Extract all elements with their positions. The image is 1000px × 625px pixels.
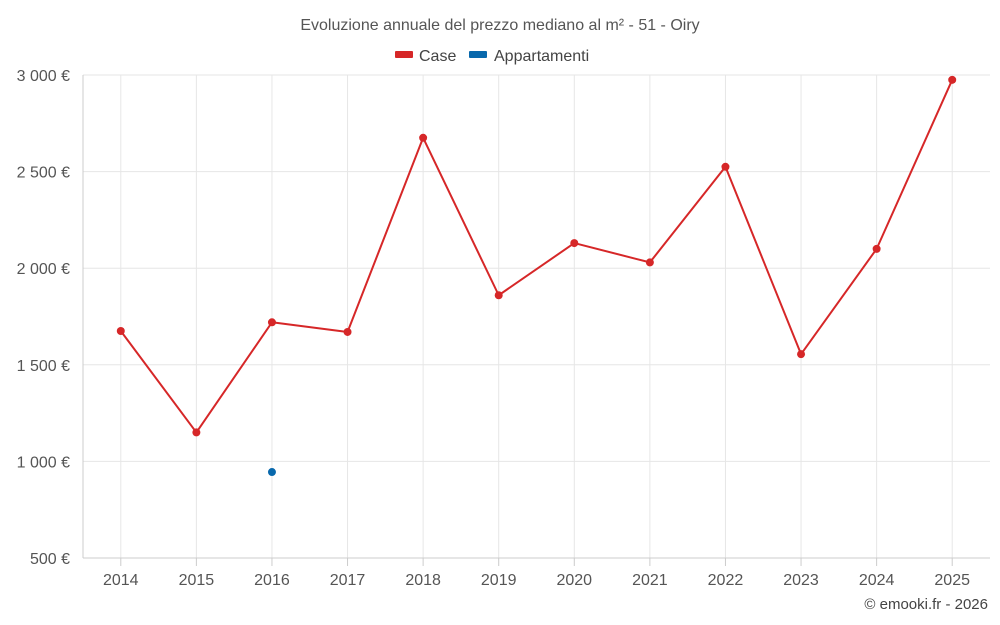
data-point-case[interactable] — [570, 239, 579, 248]
x-tick-label: 2024 — [859, 572, 895, 589]
series — [116, 75, 957, 477]
credit-text: © emooki.fr - 2026 — [864, 596, 988, 613]
x-tick-label: 2021 — [632, 572, 668, 589]
legend-item-case[interactable]: Case — [395, 48, 456, 65]
data-point-case[interactable] — [494, 291, 503, 300]
x-tick-label: 2019 — [481, 572, 517, 589]
data-point-case[interactable] — [872, 244, 881, 253]
grid — [83, 74, 990, 558]
y-tick-label: 1 000 € — [17, 454, 70, 471]
data-point-case[interactable] — [948, 75, 957, 84]
legend-swatch-case — [395, 51, 413, 58]
data-point-case[interactable] — [797, 350, 806, 359]
y-tick-label: 2 000 € — [17, 261, 70, 278]
x-tick-label: 2025 — [934, 572, 970, 589]
legend-swatch-appartamenti — [469, 51, 487, 58]
legend[interactable]: Case Appartamenti — [395, 48, 589, 65]
y-tick-label: 3 000 € — [17, 68, 70, 85]
chart-title: Evoluzione annuale del prezzo mediano al… — [300, 17, 699, 34]
x-tick-label: 2015 — [179, 572, 215, 589]
x-tick-label: 2020 — [556, 572, 592, 589]
legend-label-case: Case — [419, 48, 456, 65]
x-tick-label: 2017 — [330, 572, 366, 589]
data-point-case[interactable] — [116, 326, 125, 335]
legend-label-appartamenti: Appartamenti — [494, 48, 589, 65]
data-point-case[interactable] — [192, 428, 201, 437]
x-tick-label: 2022 — [708, 572, 744, 589]
axes: 500 € 1 000 € 1 500 € 2 000 € 2 500 € 3 000 €… — [17, 68, 990, 589]
data-point-case[interactable] — [267, 318, 276, 327]
x-tick-label: 2023 — [783, 572, 819, 589]
y-tick-label: 2 500 € — [17, 165, 70, 182]
data-point-case[interactable] — [645, 258, 654, 267]
x-tick-label: 2018 — [405, 572, 441, 589]
data-point-appartamenti[interactable] — [267, 468, 276, 477]
data-point-case[interactable] — [721, 162, 730, 171]
series-line-case — [119, 79, 954, 434]
x-tick-label: 2014 — [103, 572, 139, 589]
x-tick-label: 2016 — [254, 572, 290, 589]
legend-item-appartamenti[interactable]: Appartamenti — [469, 48, 589, 65]
data-point-case[interactable] — [419, 133, 428, 142]
data-point-case[interactable] — [343, 327, 352, 336]
y-tick-label: 1 500 € — [17, 358, 70, 375]
y-tick-label: 500 € — [30, 551, 70, 568]
